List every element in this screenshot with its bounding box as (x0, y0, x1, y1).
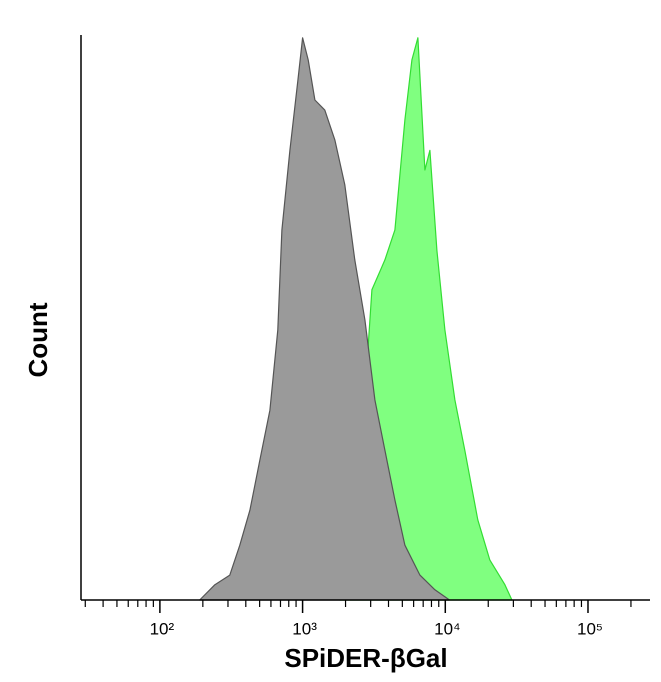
x-tick-label: 10⁴ (434, 619, 460, 638)
y-axis-title: Count (23, 302, 53, 377)
x-tick-label: 10³ (292, 619, 317, 638)
histogram-area (199, 37, 451, 601)
x-tick-label: 10⁵ (577, 619, 603, 638)
x-tick-label: 10² (150, 619, 175, 638)
x-axis-title: SPiDER-βGal (284, 643, 447, 673)
